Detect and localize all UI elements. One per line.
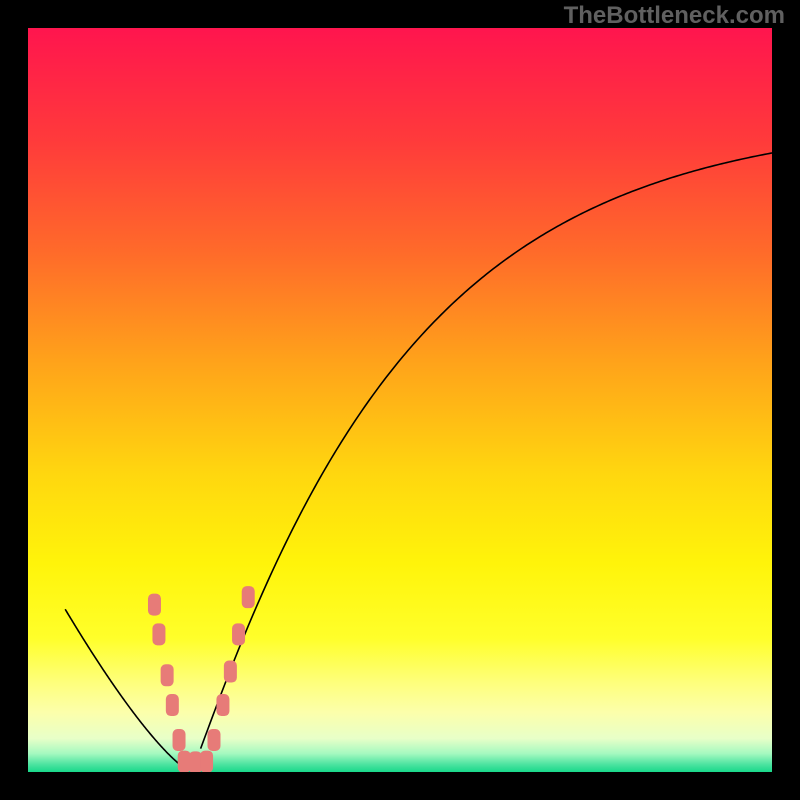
data-marker <box>189 751 202 772</box>
data-marker <box>166 694 179 716</box>
data-marker <box>152 623 165 645</box>
bottleneck-curve-plot <box>28 28 772 772</box>
watermark-text: TheBottleneck.com <box>564 2 785 30</box>
data-marker <box>178 751 191 772</box>
data-marker <box>148 594 161 616</box>
data-marker <box>224 661 237 683</box>
chart-frame: TheBottleneck.com <box>0 0 800 800</box>
data-marker <box>161 664 174 686</box>
data-marker <box>242 586 255 608</box>
data-marker <box>173 729 186 751</box>
data-marker <box>200 751 213 772</box>
plot-background <box>28 28 772 772</box>
data-marker <box>232 623 245 645</box>
data-marker <box>216 694 229 716</box>
data-marker <box>208 729 221 751</box>
